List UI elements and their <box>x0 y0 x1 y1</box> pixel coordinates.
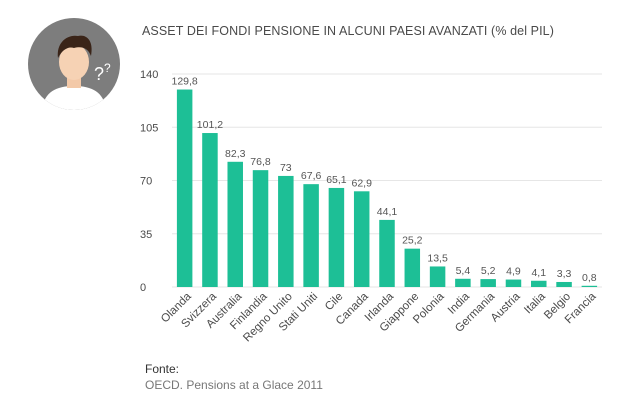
person-question-icon: ? ? <box>28 18 120 110</box>
y-tick-label: 105 <box>140 122 158 134</box>
bar <box>581 285 598 287</box>
bar <box>404 248 421 287</box>
bar <box>227 161 243 287</box>
value-label: 62,9 <box>351 177 372 189</box>
bar <box>556 281 572 287</box>
y-tick-label: 35 <box>140 229 152 241</box>
bar <box>202 133 218 287</box>
source-label: Fonte: <box>145 362 180 376</box>
bars <box>176 89 598 287</box>
value-label: 129,8 <box>172 76 198 88</box>
bar <box>531 280 547 287</box>
value-label: 13,5 <box>427 252 448 264</box>
value-label: 5,2 <box>481 265 496 277</box>
bar <box>328 187 345 287</box>
bar <box>278 175 294 287</box>
value-label: 0,8 <box>582 272 597 284</box>
value-label: 4,1 <box>531 267 546 279</box>
value-label: 4,9 <box>506 266 521 278</box>
avatar: ? ? <box>28 18 120 110</box>
bar <box>353 191 370 287</box>
value-label: 82,3 <box>225 148 246 160</box>
value-labels: 129,8 101,2 82,3 76,8 73 67,6 65,1 62,9 44,1 25,2… <box>172 76 597 284</box>
value-label: 65,1 <box>326 174 347 186</box>
y-tick-label: 140 <box>140 69 158 81</box>
value-label: 5,4 <box>456 265 471 277</box>
category-label: Austria <box>489 290 523 324</box>
bar <box>429 266 446 287</box>
value-label: 73 <box>280 162 292 174</box>
value-label: 25,2 <box>402 235 423 247</box>
bar <box>252 170 269 287</box>
value-label: 76,8 <box>250 156 271 168</box>
gridlines <box>172 73 602 288</box>
source-text: OECD. Pensions at a Glace 2011 <box>145 378 323 392</box>
value-label: 101,2 <box>197 119 223 131</box>
value-label: 3,3 <box>557 268 572 280</box>
value-label: 67,6 <box>301 170 322 182</box>
svg-text:?: ? <box>94 64 104 84</box>
svg-text:?: ? <box>104 61 111 75</box>
chart-title: ASSET DEI FONDI PENSIONE IN ALCUNI PAESI… <box>142 24 554 38</box>
y-axis-ticks: 0 35 70 105 140 <box>140 69 158 294</box>
value-label: 44,1 <box>377 206 398 218</box>
y-tick-label: 0 <box>140 282 146 294</box>
bar <box>505 279 522 287</box>
bar <box>480 279 496 287</box>
y-tick-label: 70 <box>140 176 152 188</box>
bar <box>379 219 395 287</box>
bar <box>303 184 319 287</box>
bar <box>176 89 193 287</box>
bar <box>455 278 471 287</box>
